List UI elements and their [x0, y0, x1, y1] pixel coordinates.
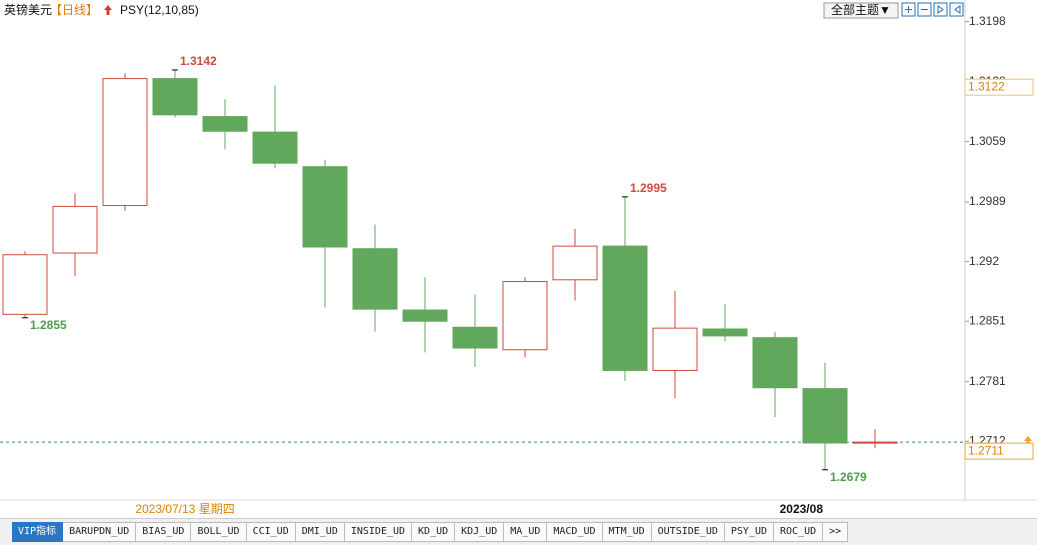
indicator-tab[interactable]: >> [823, 522, 849, 542]
indicator-icon [104, 5, 112, 15]
indicator: PSY(12,10,85) [120, 3, 199, 17]
candle-body [2, 254, 48, 315]
indicator-tab[interactable]: BARUPDN_UD [63, 522, 137, 542]
theme-button-label[interactable]: 全部主题▼ [831, 2, 891, 17]
extreme-label: 1.2679 [830, 470, 867, 484]
indicator-tab[interactable]: VIP指标 [12, 522, 64, 542]
y-tick-label: 1.3198 [969, 14, 1006, 28]
candle-body [152, 78, 198, 116]
last-price-label: 1.2711 [968, 443, 1004, 457]
candle-body [52, 205, 98, 254]
chart: 英镑美元 【日线】 PSY(12,10,85) 全部主题▼ 1.27121.27… [0, 0, 1037, 518]
indicator-tab[interactable]: ROC_UD [774, 522, 824, 542]
candle-body [552, 245, 598, 281]
extreme-label: 1.3142 [180, 54, 217, 68]
indicator-tab[interactable]: BIAS_UD [136, 522, 192, 542]
indicator-tabs: VIP指标 BARUPDN_UD BIAS_UD BOLL_UD CCI_UD DMI_U… [0, 518, 1037, 545]
indicator-tab[interactable]: KDJ_UD [455, 522, 505, 542]
toolbar-icons [901, 2, 964, 17]
symbol: 英镑美元 [4, 2, 52, 17]
y-tick-label: 1.2989 [969, 194, 1006, 208]
indicator-tab[interactable]: BOLL_UD [191, 522, 247, 542]
extreme-label: 1.2855 [30, 318, 67, 332]
x-tick-label: 2023/08 [780, 502, 824, 516]
indicator-tab[interactable]: MA_UD [504, 522, 548, 542]
y-tick-label: 1.2781 [969, 374, 1006, 388]
candle-body [102, 78, 148, 207]
theme-button[interactable] [823, 2, 899, 19]
y-tick-label: 1.3059 [969, 134, 1006, 148]
candle-body [452, 326, 498, 349]
extreme-label: 1.2995 [630, 181, 667, 195]
indicator-tab[interactable]: INSIDE_UD [344, 522, 413, 542]
candle-body [252, 131, 298, 164]
candle-body [752, 337, 798, 389]
marker-price-box [964, 78, 1034, 96]
candle-body [302, 166, 348, 248]
y-tick-label: 1.292 [969, 254, 999, 268]
x-tick-label: 2023/07/13 星期四 [135, 502, 234, 516]
marker-price-label: 1.3122 [968, 79, 1005, 93]
candle-body [602, 245, 648, 371]
candle-body [852, 441, 898, 444]
indicator-tab[interactable]: CCI_UD [246, 522, 296, 542]
candle-body [502, 281, 548, 351]
candle-body [352, 248, 398, 310]
indicator-tab[interactable]: OUTSIDE_UD [651, 522, 725, 542]
candle-body [652, 327, 698, 371]
y-tick-label: 1.2851 [969, 313, 1006, 327]
last-price-box [964, 442, 1034, 460]
period: 【日线】 [50, 3, 98, 17]
indicator-tab[interactable]: PSY_UD [724, 522, 774, 542]
indicator-tab[interactable]: MTM_UD [602, 522, 652, 542]
icon-glyphs [905, 5, 961, 14]
candle-body [402, 309, 448, 322]
background [0, 0, 1037, 518]
indicator-tab[interactable]: MACD_UD [547, 522, 603, 542]
candle-body [202, 116, 248, 132]
candle-body [702, 328, 748, 337]
indicator-tab[interactable]: KD_UD [412, 522, 456, 542]
candle-body [802, 388, 848, 444]
indicator-tab[interactable]: DMI_UD [295, 522, 345, 542]
